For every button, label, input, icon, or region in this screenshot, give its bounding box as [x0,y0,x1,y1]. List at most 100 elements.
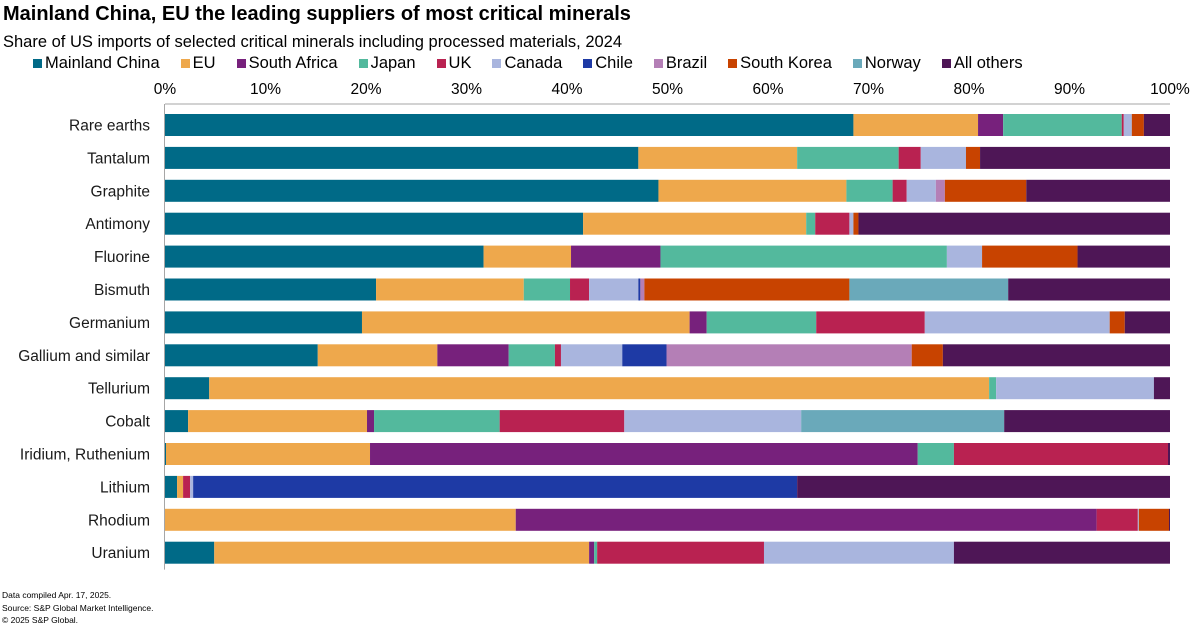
bar-segment [1096,508,1138,531]
bar-segment [193,475,798,498]
bar-segment [846,179,893,202]
legend-swatch [180,58,190,68]
bar-segment [165,114,854,136]
bar-segment [853,212,859,235]
legend-swatch [492,58,502,68]
legend-item: EU [180,54,216,73]
bar-segment [317,344,438,367]
bar-segment [849,278,1009,301]
bar-segment [554,344,561,367]
bar-segment [965,146,981,169]
bar-segment [1167,443,1170,465]
bar-segment [1138,508,1169,531]
bar-segment [953,541,1170,564]
bar-segment [816,311,925,334]
bar-segment [165,278,377,301]
bar-segment [797,146,899,169]
bar-segment [942,344,1170,367]
bar-segment [1143,114,1170,136]
x-tick-label: 60% [752,81,783,98]
x-tick-label: 100% [1150,81,1190,98]
category-label: Graphite [91,183,150,200]
legend-swatch [436,58,446,68]
bar-segment [560,344,623,367]
legend-swatch [653,58,663,68]
footer-compiled-date: Data compiled Apr. 17, 2025. [2,590,112,600]
footer-copyright: © 2025 S&P Global. [2,615,79,625]
x-tick-label: 80% [953,81,984,98]
legend-swatch [33,58,42,68]
legend: Mainland China EU South Africa Japan UK Canad… [33,52,1044,74]
category-label: Tantalum [87,150,150,167]
bar-segment [515,508,1097,531]
bar-segment [183,475,191,498]
bar-segment [1109,311,1125,334]
legend-swatch [236,58,246,68]
bar-segment [858,212,1170,235]
bar-segment [1131,114,1144,136]
bar-segment [214,541,590,564]
bar-segment [508,344,555,367]
category-label: Antimony [85,216,150,233]
bar-segment [571,245,661,268]
bar-segment [1123,114,1132,136]
bar-segment [165,146,639,169]
bar-segment [165,410,189,433]
bar-segment [165,443,167,465]
legend-label: UK [448,53,472,72]
category-label: Iridium, Ruthenium [20,447,150,464]
footer: Data compiled Apr. 17, 2025. Source: S&P… [2,589,154,627]
x-tick-label: 10% [250,81,281,98]
bar-segment [624,410,802,433]
legend-label: All others [953,53,1023,72]
bar-segment [815,212,850,235]
bar-segment [523,278,571,301]
bar-segment [1137,508,1139,531]
bar-segment [978,114,1004,136]
bar-segment [165,508,516,531]
bar-segment [953,443,1168,465]
bar-segment [1008,278,1170,301]
bar-segment [917,443,954,465]
bar-segment [996,377,1154,400]
bar-segment [499,410,625,433]
category-label: Rare earths [69,118,150,135]
bar-segment [597,541,764,564]
x-tick-label: 90% [1054,81,1085,98]
bar-segment [437,344,509,367]
bar-segment [924,311,1110,334]
legend-item: South Africa [236,53,338,73]
footer-source: Source: S&P Global Market Intelligence. [2,602,154,613]
bar-segment [980,146,1170,169]
bar-segment [640,278,645,301]
bar-segment [1153,377,1170,400]
bar-segment [209,377,990,400]
bar-segment [638,278,641,301]
legend-item: Norway [852,54,921,73]
bar-segment [190,475,194,498]
category-label: Rhodium [88,512,150,529]
bar-segment [165,212,584,235]
bar-segment [911,344,943,367]
bar-segment [1121,114,1124,136]
legend-item: Mainland China [33,54,160,73]
bar-segment [892,179,907,202]
bar-segment [483,245,572,268]
bar-segment [849,212,854,235]
legend-item: Canada [492,54,562,73]
bar-segment [658,179,847,202]
bar-segment [188,410,368,433]
legend-label: South Africa [248,53,338,72]
legend-swatch [358,58,368,68]
bar-segment [589,541,595,564]
bar-segment [666,344,912,367]
legend-label: Mainland China [45,53,160,72]
bar-segment [989,377,997,400]
legend-item: South Korea [728,54,832,73]
legend-swatch [728,58,738,68]
category-label: Germanium [69,315,150,332]
bar-segment [165,311,362,334]
bar-segment [706,311,817,334]
bar-segment [1124,311,1170,334]
